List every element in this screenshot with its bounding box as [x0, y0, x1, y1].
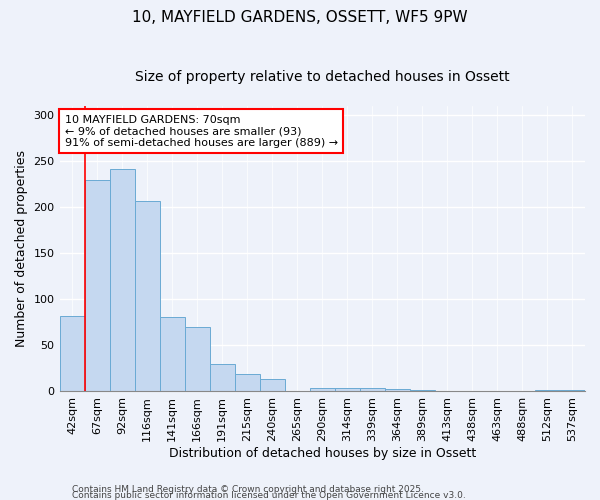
Bar: [209, 364, 235, 392]
Bar: [160, 317, 185, 392]
X-axis label: Distribution of detached houses by size in Ossett: Distribution of detached houses by size …: [169, 447, 476, 460]
Bar: [134, 201, 160, 392]
Text: 10 MAYFIELD GARDENS: 70sqm
← 9% of detached houses are smaller (93)
91% of semi-: 10 MAYFIELD GARDENS: 70sqm ← 9% of detac…: [65, 114, 338, 148]
Bar: [535, 390, 560, 392]
Bar: [260, 380, 285, 392]
Bar: [235, 374, 260, 392]
Text: 10, MAYFIELD GARDENS, OSSETT, WF5 9PW: 10, MAYFIELD GARDENS, OSSETT, WF5 9PW: [132, 10, 468, 25]
Text: Contains public sector information licensed under the Open Government Licence v3: Contains public sector information licen…: [72, 490, 466, 500]
Bar: [85, 180, 110, 392]
Bar: [59, 316, 85, 392]
Bar: [410, 390, 435, 392]
Bar: [185, 327, 209, 392]
Text: Contains HM Land Registry data © Crown copyright and database right 2025.: Contains HM Land Registry data © Crown c…: [72, 484, 424, 494]
Bar: [335, 388, 360, 392]
Bar: [560, 390, 585, 392]
Y-axis label: Number of detached properties: Number of detached properties: [15, 150, 28, 347]
Title: Size of property relative to detached houses in Ossett: Size of property relative to detached ho…: [135, 70, 509, 84]
Bar: [385, 388, 410, 392]
Bar: [360, 388, 385, 392]
Bar: [435, 390, 460, 392]
Bar: [110, 168, 134, 392]
Bar: [310, 388, 335, 392]
